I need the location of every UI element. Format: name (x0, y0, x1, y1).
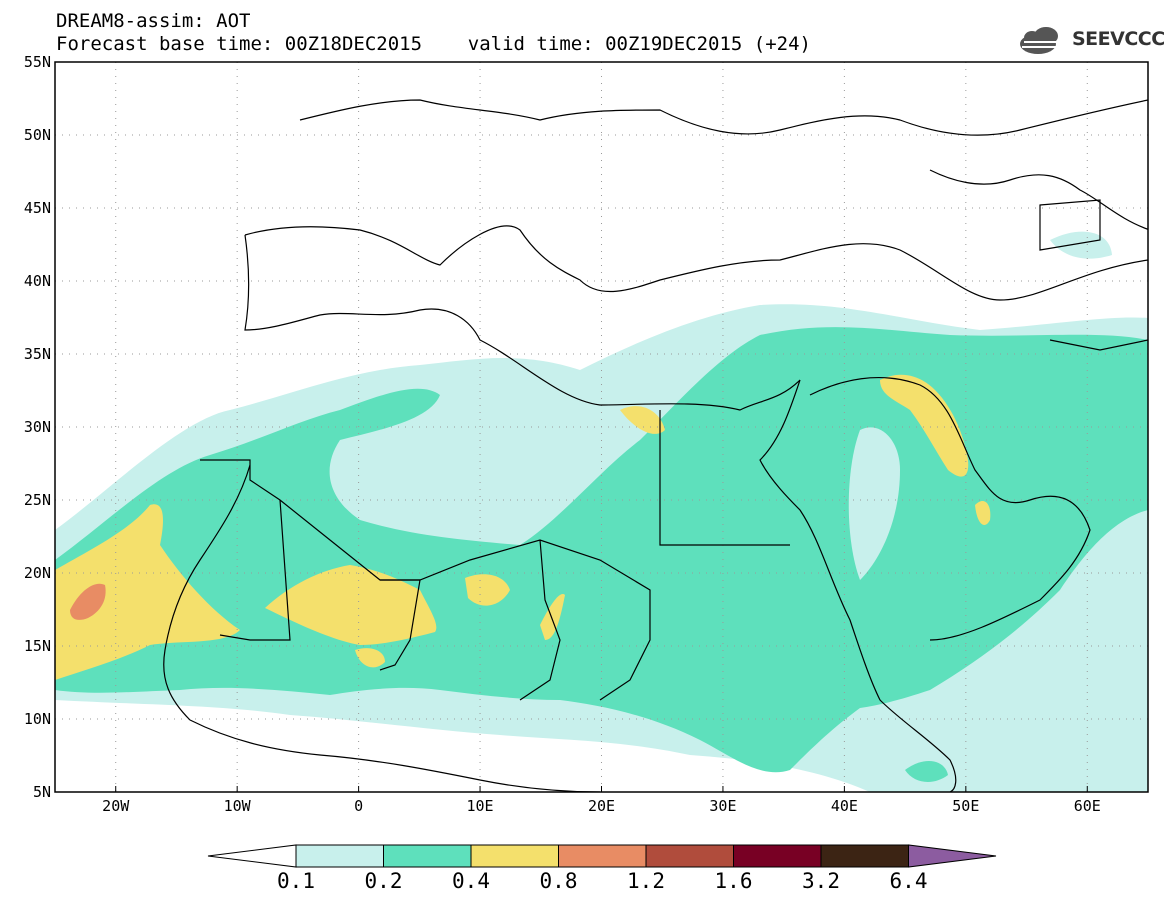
lon-tick-label: 10E (467, 797, 494, 815)
lat-tick-label: 30N (24, 418, 51, 436)
colorbar-swatch (558, 844, 647, 868)
longitude-labels: 20W 10W 0 10E 20E 30E 40E 50E 60E (102, 786, 1101, 815)
map-title: DREAM8-assim: AOT (56, 10, 251, 32)
lat-tick-label: 25N (24, 491, 51, 509)
colorbar-threshold-label: 6.4 (890, 869, 928, 893)
colorbar-swatch (820, 844, 909, 868)
colorbar-over-arrow (908, 844, 997, 868)
map-gridlines (55, 62, 1148, 792)
lon-tick-label: 50E (952, 797, 979, 815)
colorbar-threshold-label: 0.2 (365, 869, 403, 893)
lat-tick-label: 20N (24, 564, 51, 582)
colorbar-threshold-label: 0.1 (277, 869, 315, 893)
lon-tick-label: 30E (709, 797, 736, 815)
colorbar-swatch (645, 844, 734, 868)
lat-tick-label: 50N (24, 126, 51, 144)
colorbar-swatch (470, 844, 559, 868)
lat-tick-label: 40N (24, 272, 51, 290)
forecast-time-subtitle: Forecast base time: 00Z18DEC2015 valid t… (56, 33, 811, 55)
aot-contour-0.4 (55, 504, 240, 680)
cloud-icon (1020, 27, 1062, 54)
lon-tick-label: 0 (354, 797, 363, 815)
lat-tick-label: 10N (24, 710, 51, 728)
lon-tick-label: 10W (224, 797, 252, 815)
colorbar-threshold-label: 3.2 (802, 869, 840, 893)
seevccc-logo (1020, 27, 1062, 54)
lat-tick-label: 15N (24, 637, 51, 655)
colorbar-swatch (383, 844, 472, 868)
lat-tick-label: 45N (24, 199, 51, 217)
lon-tick-label: 40E (831, 797, 858, 815)
colorbar-threshold-label: 1.2 (627, 869, 665, 893)
lon-tick-label: 20W (102, 797, 130, 815)
aot-contour-0.8 (70, 583, 106, 620)
colorbar-swatch (295, 844, 384, 868)
colorbar-threshold-label: 1.6 (715, 869, 753, 893)
colorbar-threshold-label: 0.8 (540, 869, 578, 893)
lon-tick-label: 20E (588, 797, 615, 815)
lat-tick-label: 5N (33, 783, 51, 801)
logo-text: SEEVCCC (1072, 28, 1165, 50)
colorbar: 0.1 0.2 0.4 0.8 1.2 1.6 3.2 6.4 (207, 844, 997, 893)
lat-tick-label: 55N (24, 53, 51, 71)
colorbar-under-arrow (207, 844, 297, 868)
lon-tick-label: 60E (1074, 797, 1101, 815)
aot-field (55, 231, 1148, 792)
colorbar-swatch (733, 844, 822, 868)
colorbar-threshold-label: 0.4 (452, 869, 490, 893)
coastlines-borders (163, 99, 1148, 792)
lat-tick-label: 35N (24, 345, 51, 363)
latitude-labels: 55N 50N 45N 40N 35N 30N 25N 20N 15N 10N 5N (24, 53, 51, 801)
